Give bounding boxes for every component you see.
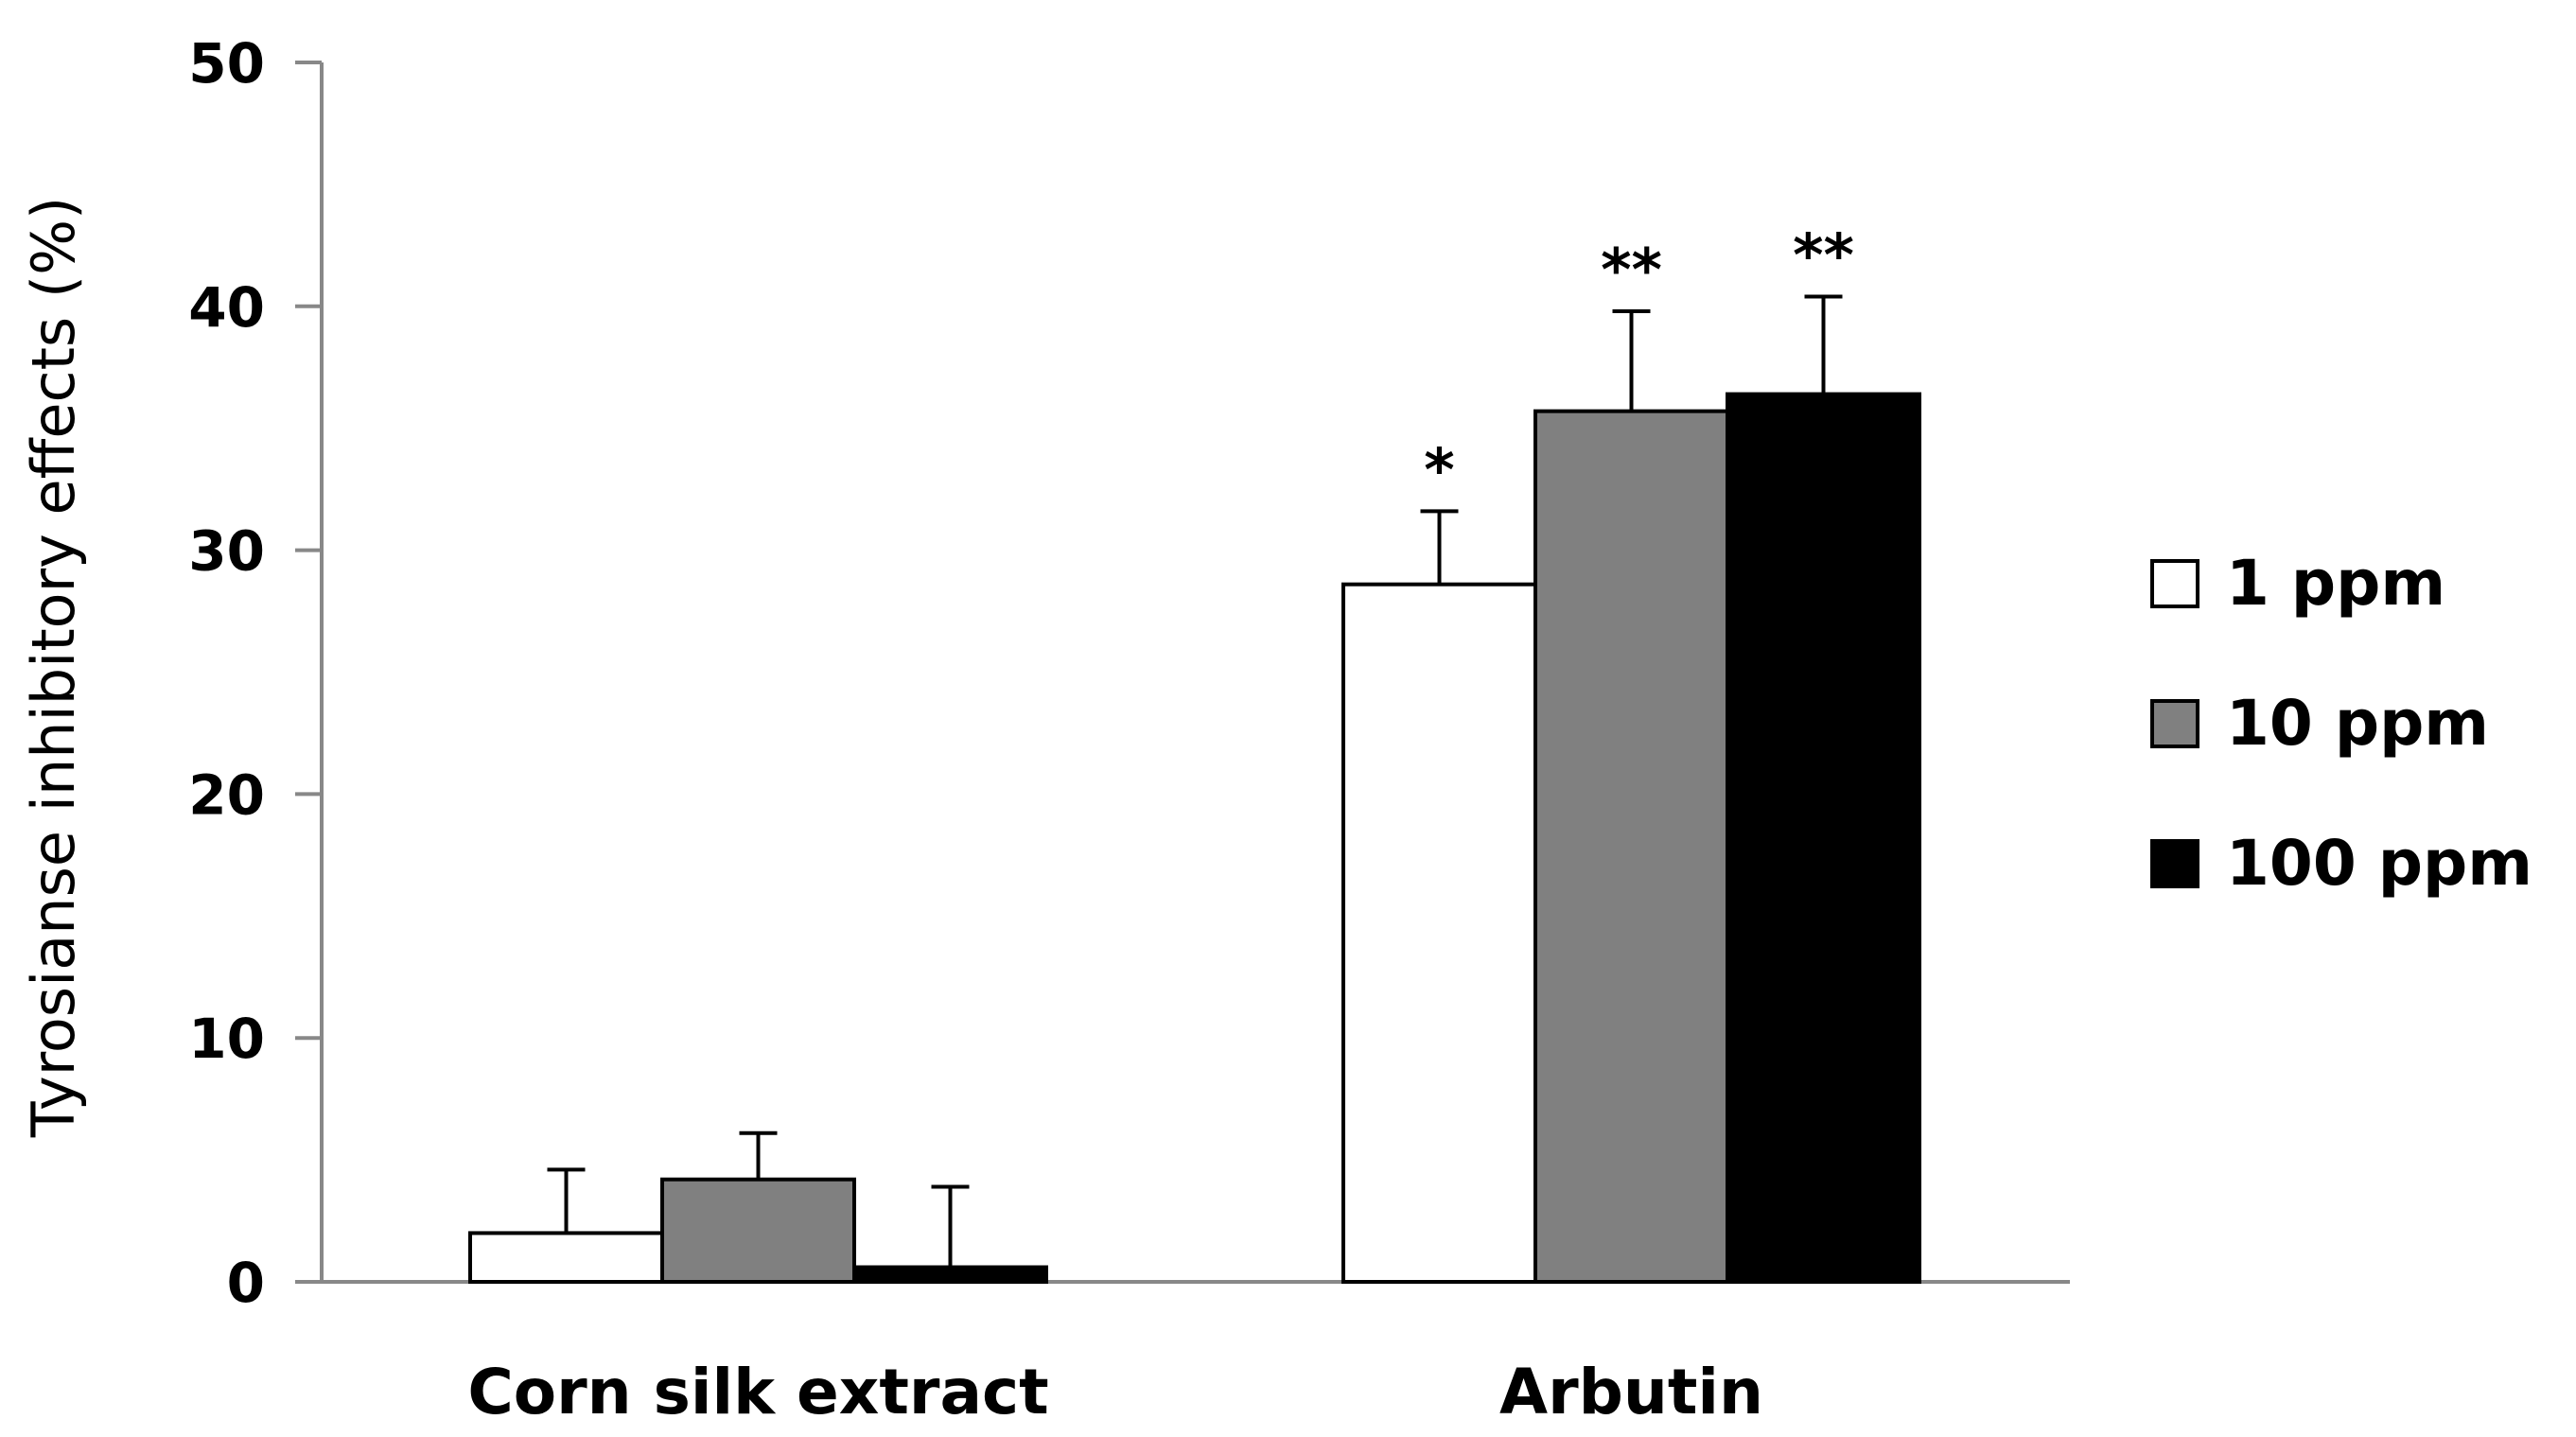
bar (660, 1177, 856, 1284)
significance-markers: *** ** (1424, 220, 1854, 504)
legend-label: 1 ppm (2226, 547, 2445, 620)
y-tick-label: 10 (188, 1007, 265, 1071)
y-tick-label: 40 (188, 275, 265, 340)
significance-marker: ** (1601, 236, 1662, 305)
x-category-label: Corn silk extract (467, 1356, 1048, 1428)
bar (852, 1265, 1048, 1284)
bar (1533, 409, 1729, 1284)
y-axis-label: Tyrosianse inhibitory effects (%) (19, 197, 88, 1138)
legend-swatch (2150, 699, 2199, 748)
legend-swatch (2150, 559, 2199, 608)
bars (468, 392, 1921, 1285)
y-axis-label-group: Tyrosianse inhibitory effects (%) (19, 197, 88, 1138)
bar (1726, 392, 1921, 1285)
legend: 1 ppm 10 ppm 100 ppm (2150, 547, 2532, 900)
error-bars (547, 294, 1843, 1268)
legend-swatch (2150, 839, 2199, 888)
bar (468, 1231, 664, 1284)
x-category-label: Arbutin (1499, 1356, 1763, 1428)
significance-marker: ** (1793, 220, 1854, 289)
bar (1341, 582, 1537, 1284)
x-category-labels: Corn silk extract Arbutin (467, 1356, 1763, 1428)
y-tick-label: 20 (188, 762, 265, 827)
legend-label: 100 ppm (2226, 827, 2532, 900)
significance-marker: * (1424, 435, 1454, 504)
legend-label: 10 ppm (2226, 687, 2489, 760)
y-ticks: 0 10 20 30 40 50 (188, 31, 322, 1315)
y-tick-label: 30 (188, 519, 265, 584)
y-tick-label: 50 (188, 31, 265, 96)
y-tick-label: 0 (227, 1251, 265, 1315)
